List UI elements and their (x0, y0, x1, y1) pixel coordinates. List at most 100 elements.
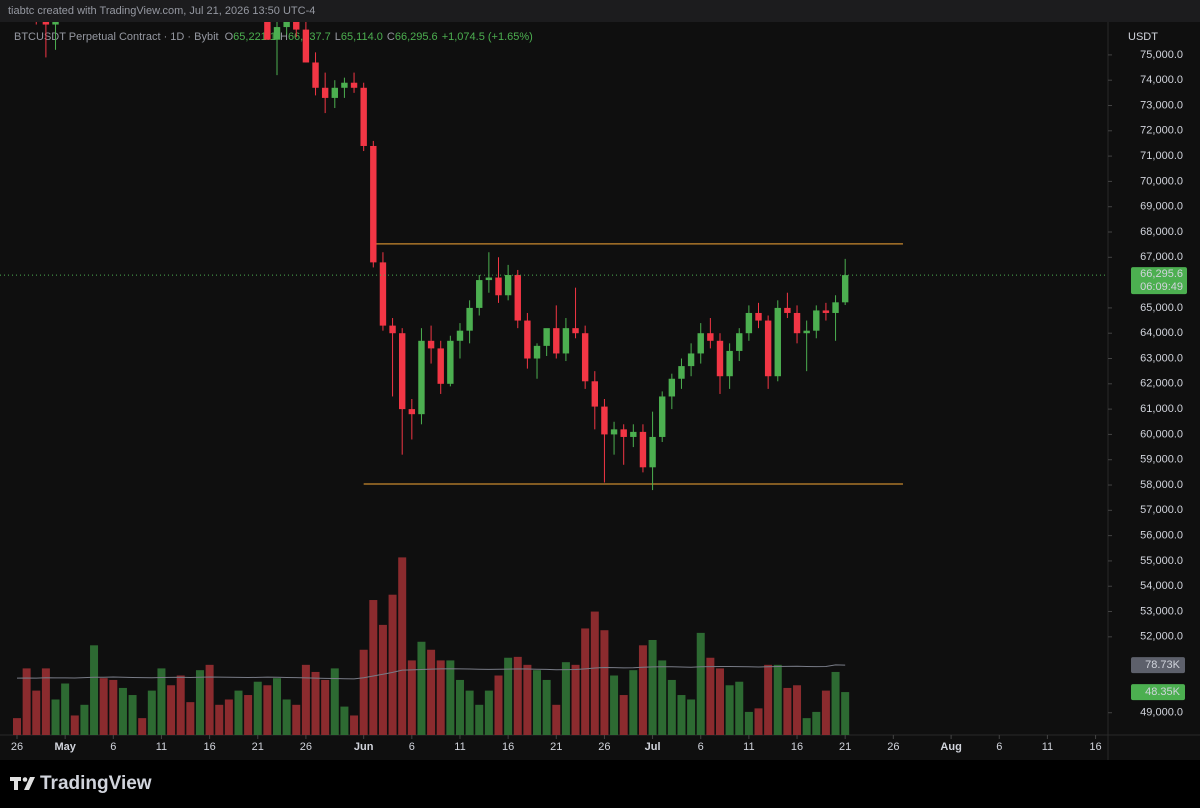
y-tick-label: 59,000.0 (1140, 454, 1183, 466)
volume-bar (109, 679, 118, 735)
volume-bar (147, 690, 156, 735)
volume-bar (677, 695, 686, 735)
header-text: tiabtc created with TradingView.com, Jul… (8, 5, 315, 17)
volume-bar (70, 715, 79, 735)
x-tick-label: 16 (1089, 741, 1101, 753)
volume-bar (407, 660, 416, 735)
volume-bar (321, 679, 330, 735)
candle-body (264, 22, 271, 40)
volume-bar (253, 681, 262, 735)
volume-bar (475, 704, 484, 735)
y-tick-label: 71,000.0 (1140, 150, 1183, 162)
y-tick-label: 68,000.0 (1140, 226, 1183, 238)
volume-bar (205, 664, 214, 735)
x-tick-label: 26 (300, 741, 312, 753)
legend-key: H (280, 31, 288, 43)
volume-bar (571, 664, 580, 735)
candle-body (784, 307, 791, 313)
candle-body (312, 62, 319, 88)
legend-value: 66,295.6 (395, 31, 438, 43)
header-bar (0, 0, 1200, 22)
candle-body (273, 27, 281, 40)
volume-bar (600, 630, 609, 735)
candle-body (399, 333, 406, 410)
x-tick-label: 6 (110, 741, 116, 753)
candle-body (456, 330, 464, 341)
legend-value: 66,937.7 (288, 31, 331, 43)
volume-bar (176, 675, 185, 735)
volume-bar (138, 718, 147, 735)
volume-ma-label: 78.73K (1145, 659, 1181, 671)
candle-body (764, 320, 772, 377)
y-tick-label: 61,000.0 (1140, 403, 1183, 415)
candle-body (321, 87, 329, 98)
y-tick-label: 74,000.0 (1140, 74, 1183, 86)
volume-bar (773, 664, 782, 735)
volume-bar (552, 704, 561, 735)
volume-bar (523, 664, 532, 735)
candle-body (678, 366, 685, 379)
candle-body (610, 429, 618, 435)
y-tick-label: 49,000.0 (1140, 707, 1183, 719)
y-tick-label: 73,000.0 (1140, 99, 1183, 111)
volume-bar (465, 690, 474, 735)
candle-body (341, 82, 348, 88)
volume-bar (494, 675, 503, 735)
x-tick-label: 11 (1042, 741, 1053, 753)
volume-bar (658, 660, 667, 735)
volume-bar (735, 681, 744, 735)
volume-bar (99, 678, 108, 735)
chart-area (0, 22, 1200, 760)
volume-bar (638, 645, 647, 735)
volume-bar (186, 702, 195, 735)
currency: USDT (1128, 31, 1158, 43)
x-tick-label: Jun (354, 741, 374, 753)
candle-body (639, 431, 647, 468)
candle-body (514, 275, 521, 321)
y-tick-label: 65,000.0 (1140, 302, 1183, 314)
candle-body (659, 396, 666, 437)
volume-bar (446, 660, 455, 735)
candle-body (736, 333, 743, 351)
volume-bar (157, 668, 166, 735)
volume-bar (51, 699, 60, 735)
y-tick-label: 63,000.0 (1140, 352, 1183, 364)
candle-body (774, 307, 781, 377)
x-tick-label: Aug (940, 741, 961, 753)
volume-bar (90, 645, 99, 735)
volume-bar (667, 679, 676, 735)
x-tick-label: 21 (839, 741, 851, 753)
candle-body (726, 350, 733, 377)
volume-bar (369, 600, 378, 735)
volume-bar (696, 632, 705, 735)
volume-bar (783, 687, 792, 735)
volume-bar (715, 668, 724, 735)
y-tick-label: 70,000.0 (1140, 175, 1183, 187)
candle-body (495, 277, 502, 296)
volume-bar (484, 690, 493, 735)
candle-body (485, 277, 493, 281)
candle-body (302, 29, 310, 63)
y-tick-label: 75,000.0 (1140, 49, 1183, 61)
y-tick-label: 56,000.0 (1140, 530, 1183, 542)
candle-body (52, 22, 59, 25)
candle-body (543, 328, 550, 346)
y-tick-label: 57,000.0 (1140, 504, 1183, 516)
candle-body (408, 409, 416, 415)
candle-body (370, 145, 377, 263)
volume-bar (706, 657, 715, 735)
volume-box (1131, 684, 1185, 701)
candle-body (813, 310, 820, 331)
plot (13, 22, 903, 735)
volume-bar (398, 557, 407, 735)
candle-body (418, 340, 425, 415)
candle-body (476, 280, 483, 308)
countdown: 06:09:49 (1140, 281, 1183, 293)
candle-body (42, 22, 50, 25)
candle-body (427, 340, 435, 349)
candle-body (447, 340, 454, 384)
volume-bar (504, 657, 513, 735)
volume-bar (118, 687, 127, 735)
legend-change: +1,074.5 (+1.65%) (442, 31, 533, 43)
volume-bar (292, 704, 301, 735)
